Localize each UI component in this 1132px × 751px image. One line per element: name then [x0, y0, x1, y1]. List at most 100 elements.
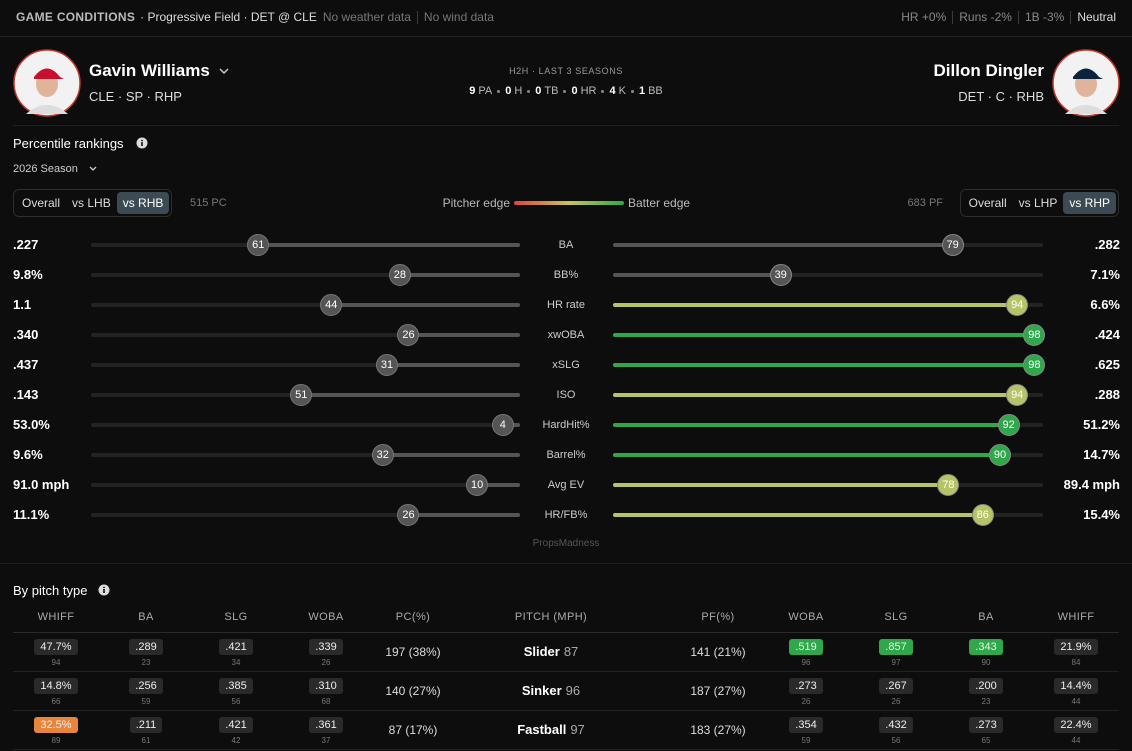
pitcher-bar: [258, 243, 520, 247]
batter-stat-value: .282: [1094, 237, 1120, 252]
cell-percentile: 97: [891, 658, 901, 667]
table-line: [13, 632, 1119, 633]
cell-percentile: 26: [321, 658, 331, 667]
batter-bar: [613, 423, 1009, 427]
table-line: [13, 749, 1119, 750]
pitcher-stat-value: 9.6%: [13, 447, 43, 462]
stat-chip: .273: [969, 717, 1003, 733]
pitch-name: Sinker: [521, 683, 562, 698]
stat-cell: .432 56: [846, 715, 946, 745]
stat-label: BA: [558, 239, 574, 251]
batter-bar: [613, 393, 1018, 397]
stat-cell: 32.5% 89: [6, 715, 106, 745]
cell-percentile: 44: [1071, 697, 1081, 706]
stat-chip: .361: [309, 717, 343, 733]
h2h-label: BB: [648, 85, 663, 97]
h2h-title: H2H · LAST 3 SEASONS: [509, 66, 623, 76]
cell-percentile: 94: [51, 658, 61, 667]
pitcher-name[interactable]: Gavin Williams: [89, 61, 210, 80]
pitcher-percentile: 28: [388, 264, 411, 286]
stat-label: HR rate: [547, 299, 585, 311]
info-icon[interactable]: [136, 137, 148, 149]
dropdown-icon[interactable]: [88, 165, 98, 173]
h2h-value: 0: [571, 85, 578, 97]
stat-label: HardHit%: [542, 419, 590, 431]
pitch: Sinker 96: [481, 683, 621, 698]
track: [91, 303, 520, 307]
pitches-faced: 183 (27%): [690, 723, 746, 737]
stat-label: xwOBA: [547, 329, 585, 341]
batter-stat-value: 14.7%: [1083, 447, 1120, 462]
dropdown-icon[interactable]: [219, 67, 229, 75]
track: [91, 273, 520, 277]
stat-chip: .432: [879, 717, 913, 733]
batter-percentile: 39: [769, 264, 792, 286]
pitcher-info: CLE · SP · RHP: [89, 89, 182, 104]
batter-stat-value: 15.4%: [1083, 507, 1120, 522]
h2h-stats: 9 PA 0 H 0 TB 0 HR 4 K 1 BB: [416, 85, 716, 97]
h2h-value: 0: [505, 85, 512, 97]
batter-percentile: 98: [1023, 324, 1046, 346]
divider: [0, 563, 1132, 564]
track: [91, 363, 520, 367]
stat-cell: .385 56: [186, 676, 286, 706]
tab[interactable]: vs RHB: [116, 192, 170, 214]
weather: No weather data: [322, 10, 411, 24]
tab[interactable]: Overall: [22, 196, 61, 210]
venue: · Progressive Field · DET @ CLE: [140, 10, 317, 24]
stat-cell: .339 26: [276, 637, 376, 667]
pitch-speed: 97: [570, 722, 585, 737]
info-icon[interactable]: [98, 584, 110, 596]
column-header: PITCH (MPH): [514, 611, 588, 623]
column-header: SLG: [884, 611, 908, 623]
batter-stat-value: 7.1%: [1090, 267, 1120, 282]
stat-cell: .361 37: [276, 715, 376, 745]
tab[interactable]: Overall: [968, 196, 1007, 210]
section-title: Percentile rankings: [13, 136, 124, 151]
cell-percentile: 23: [141, 658, 151, 667]
pitch: Fastball 97: [481, 722, 621, 737]
separator: [601, 89, 605, 93]
stat-cell: 22.4% 44: [1026, 715, 1126, 745]
cell-percentile: 56: [231, 697, 241, 706]
batter-bar: [613, 363, 1035, 367]
separator: [497, 89, 501, 93]
stat-cell: 21.9% 84: [1026, 637, 1126, 667]
tab[interactable]: vs LHP: [1018, 196, 1058, 210]
stat-chip: .354: [789, 717, 823, 733]
stat-label: xSLG: [552, 359, 580, 371]
stat-chip: 32.5%: [34, 717, 78, 733]
season-select[interactable]: 2026 Season: [13, 163, 78, 175]
pitch-faced: 683 PF: [907, 197, 943, 209]
h2h-label: H: [514, 85, 523, 97]
stat-chip: .310: [309, 678, 343, 694]
edge-gradient: [514, 201, 624, 205]
cell-percentile: 89: [51, 736, 61, 745]
park-factor: Runs -2%: [959, 10, 1012, 24]
stat-label: Avg EV: [547, 479, 585, 491]
h2h-value: 4: [609, 85, 616, 97]
pitcher-bar: [399, 273, 520, 277]
stat-cell: .273 65: [936, 715, 1036, 745]
cell-percentile: 59: [141, 697, 151, 706]
stat-chip: .385: [219, 678, 253, 694]
cell-percentile: 26: [801, 697, 811, 706]
track: [613, 273, 1043, 277]
cell-percentile: 42: [231, 736, 241, 745]
pitcher-bar: [331, 303, 520, 307]
tab[interactable]: vs RHP: [1063, 192, 1116, 214]
cell-percentile: 59: [801, 736, 811, 745]
separator: [1070, 10, 1072, 24]
wind: No wind data: [423, 10, 494, 24]
pitcher-stat-value: 1.1: [13, 297, 32, 312]
column-header: SLG: [224, 611, 248, 623]
track: [91, 513, 520, 517]
legend-right: Batter edge: [628, 196, 691, 210]
stat-chip: .289: [129, 639, 163, 655]
column-header: WOBA: [308, 611, 344, 623]
tab[interactable]: vs LHB: [72, 196, 111, 210]
batter-percentile: 78: [937, 474, 960, 496]
batter-bar: [613, 333, 1035, 337]
cell-percentile: 37: [321, 736, 331, 745]
cell-percentile: 90: [981, 658, 991, 667]
